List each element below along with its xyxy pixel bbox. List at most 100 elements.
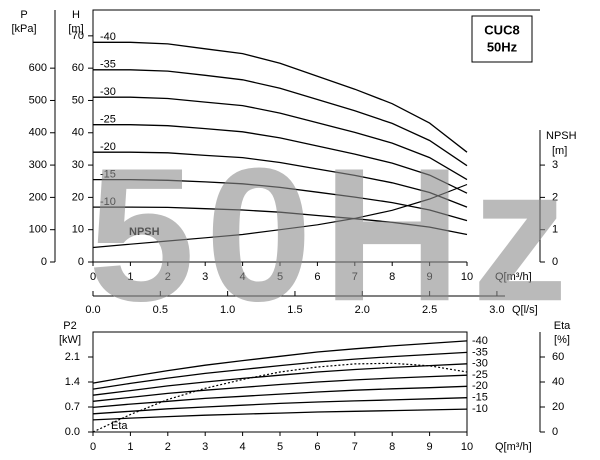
axis-label: NPSH <box>546 130 577 142</box>
y-tick-label: 200 <box>29 191 47 203</box>
y-tick-label: 40 <box>72 127 84 139</box>
x-tick-label: 2 <box>165 441 171 453</box>
title-box <box>471 15 533 63</box>
chart-title: CUC8 <box>484 22 519 37</box>
series-line <box>92 351 468 390</box>
y-tick-label: 300 <box>29 159 47 171</box>
series-label: -40 <box>100 31 116 43</box>
axis-label: P <box>20 9 27 21</box>
y-tick-label: 600 <box>29 62 47 74</box>
series-line <box>93 178 468 222</box>
series-label: -15 <box>472 392 488 404</box>
x-tick-label: 4 <box>240 271 246 283</box>
series-label: -35 <box>472 346 488 358</box>
y2-tick-label: 2 <box>552 191 558 203</box>
y2-tick-label: 60 <box>552 351 564 363</box>
y2-tick-label: 20 <box>552 401 564 413</box>
x-tick-label: 7 <box>352 271 358 283</box>
series-line <box>93 69 468 167</box>
x-tick-label: 1 <box>127 271 133 283</box>
x-tick-label: 3 <box>202 441 208 453</box>
series-line <box>93 96 468 181</box>
y2-tick-label: 0 <box>552 426 558 438</box>
axis-label: H <box>72 9 80 21</box>
series-line <box>92 363 468 396</box>
series-label: -20 <box>100 141 116 153</box>
y-tick-label: 10 <box>72 224 84 236</box>
x-tick-label: 5 <box>277 271 283 283</box>
axis-label: [%] <box>554 334 570 346</box>
y-tick-label: 400 <box>29 127 47 139</box>
axis-label: [kPa] <box>11 23 36 35</box>
y-tick-label: 60 <box>72 62 84 74</box>
x-axis-label: Q[m³/h] <box>495 271 532 283</box>
y-tick-label: 0 <box>78 256 84 268</box>
series-label: -30 <box>100 86 116 98</box>
series-label: -40 <box>472 335 488 347</box>
y-tick-label: 50 <box>72 94 84 106</box>
series-line <box>92 340 468 384</box>
axis-label: [m] <box>68 23 83 35</box>
axis-label: [kW] <box>59 334 81 346</box>
x-tick-label: 3 <box>202 271 208 283</box>
x-tick-label: 0 <box>90 271 96 283</box>
x2-tick-label: 1.0 <box>220 304 235 316</box>
series-line <box>92 385 468 409</box>
watermark: 50Hz <box>88 129 578 341</box>
series-label: -10 <box>100 196 116 208</box>
series-label: -20 <box>472 380 488 392</box>
y2-tick-label: 0 <box>552 256 558 268</box>
x-tick-label: 6 <box>314 271 320 283</box>
y-tick-label: 100 <box>29 224 47 236</box>
chart-subtitle: 50Hz <box>487 39 518 54</box>
x-tick-label: 9 <box>427 271 433 283</box>
series-label: -35 <box>100 59 116 71</box>
y-tick-label: 30 <box>72 159 84 171</box>
axis-label: P2 <box>63 320 76 332</box>
y-tick-label: 70 <box>72 30 84 42</box>
x-tick-label: 10 <box>461 271 473 283</box>
y2-tick-label: 3 <box>552 159 558 171</box>
axis-label: Q[l/s] <box>512 304 538 316</box>
series-label: -15 <box>100 169 116 181</box>
x-tick-label: 10 <box>461 441 473 453</box>
x-tick-label: 8 <box>389 441 395 453</box>
y-tick-label: 0 <box>41 256 47 268</box>
y-tick-label: 2.1 <box>65 351 80 363</box>
series-label: -25 <box>472 369 488 381</box>
series-line <box>92 374 468 402</box>
axis-label: [m] <box>552 145 567 157</box>
x-axis-label: Q[m³/h] <box>495 441 532 453</box>
series-label: -10 <box>472 403 488 415</box>
series-line <box>93 206 468 236</box>
series-line <box>93 151 468 208</box>
x-tick-label: 7 <box>352 441 358 453</box>
y2-tick-label: 1 <box>552 224 558 236</box>
x2-tick-label: 1.5 <box>287 304 302 316</box>
series-line <box>92 397 468 415</box>
x-tick-label: 1 <box>127 441 133 453</box>
y-tick-label: 0.7 <box>65 401 80 413</box>
x-tick-label: 2 <box>165 271 171 283</box>
series-label: -25 <box>100 114 116 126</box>
x2-tick-label: 3.0 <box>489 304 504 316</box>
x-tick-label: 0 <box>90 441 96 453</box>
series-line <box>92 183 468 249</box>
x2-tick-label: 0.5 <box>153 304 168 316</box>
series-line <box>92 408 468 421</box>
series-line <box>93 41 468 153</box>
x-tick-label: 5 <box>277 441 283 453</box>
x-tick-label: 4 <box>240 441 246 453</box>
x-tick-label: 9 <box>427 441 433 453</box>
series-label: Eta <box>111 420 128 432</box>
x-tick-label: 8 <box>389 271 395 283</box>
series-line <box>93 124 468 194</box>
y-tick-label: 1.4 <box>65 376 80 388</box>
series-label: NPSH <box>129 226 160 238</box>
series-line <box>92 362 468 433</box>
y-tick-label: 20 <box>72 191 84 203</box>
y-tick-label: 0.0 <box>65 426 80 438</box>
x2-tick-label: 2.0 <box>355 304 370 316</box>
y2-tick-label: 40 <box>552 376 564 388</box>
